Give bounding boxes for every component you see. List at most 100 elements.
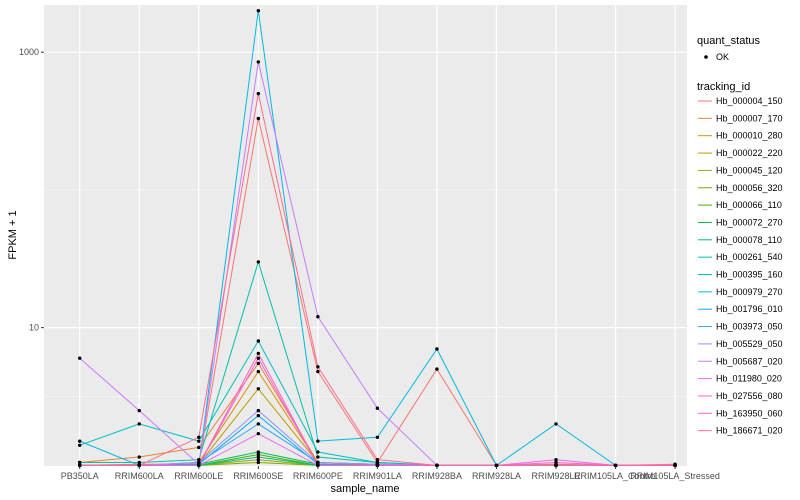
series-legend-label: Hb_000979_270 — [716, 287, 783, 297]
data-point — [78, 460, 82, 465]
data-point — [375, 457, 380, 462]
data-point — [256, 351, 261, 356]
data-point — [554, 460, 558, 465]
data-point — [197, 457, 201, 462]
data-point — [316, 369, 320, 374]
major-grid — [44, 5, 687, 466]
data-point — [435, 367, 439, 371]
legend: quant_status OK tracking_id Hb_000004_15… — [697, 35, 783, 436]
series-legend-label: Hb_027556_080 — [716, 391, 783, 401]
data-point — [256, 116, 261, 121]
series-legend-label: Hb_005687_020 — [716, 356, 783, 366]
x-tick-label: RRIM105LA_Stressed — [630, 471, 720, 481]
x-tick-label: RRIM600LA — [115, 471, 164, 481]
series-legend-label: Hb_001796_010 — [716, 304, 783, 314]
quant-legend-title: quant_status — [697, 35, 760, 47]
series-legend-label: Hb_000045_120 — [716, 165, 783, 175]
data-point — [256, 455, 261, 459]
x-tick-label: RRIM928BA — [412, 471, 462, 481]
data-point — [316, 460, 320, 465]
y-tick-label: 1000 — [19, 47, 39, 57]
data-point — [78, 439, 82, 443]
data-point — [137, 455, 141, 459]
x-tick-label: RRIM600LE — [174, 471, 223, 481]
series-legend-label: Hb_186671_020 — [716, 426, 783, 436]
data-point — [613, 463, 618, 468]
series-legend-label: Hb_000022_220 — [716, 148, 783, 158]
x-tick-label: RRIM600SE — [233, 471, 283, 481]
data-point — [256, 413, 261, 418]
x-axis: PB350LA RRIM600LA RRIM600LE RRIM600SE RRIM60… — [61, 466, 720, 481]
series-legend-label: Hb_005529_050 — [716, 339, 783, 349]
data-point — [256, 361, 261, 366]
data-point — [256, 369, 261, 374]
series-legend-label: Hb_163950_060 — [716, 408, 783, 418]
data-point — [197, 445, 201, 450]
data-point — [256, 431, 261, 436]
data-point — [256, 91, 261, 96]
data-point — [554, 422, 558, 426]
data-point — [256, 452, 261, 457]
data-point — [554, 457, 558, 462]
series-legend-label: Hb_000072_270 — [716, 217, 783, 227]
data-point — [78, 356, 82, 360]
data-point — [256, 9, 261, 13]
data-point — [316, 365, 320, 369]
data-point — [375, 463, 380, 468]
data-point — [316, 439, 320, 443]
data-point — [554, 463, 558, 468]
y-tick-label: 10 — [29, 323, 39, 333]
data-point — [256, 356, 261, 360]
y-axis: 10 1000 — [19, 47, 44, 333]
data-point — [316, 463, 320, 468]
series-legend-label: Hb_011980_020 — [716, 374, 782, 384]
series-legend-label: Hb_000395_160 — [716, 270, 783, 280]
series-legend-label: Hb_000066_110 — [716, 200, 782, 210]
data-point — [137, 460, 141, 465]
series-legend-label: Hb_000004_150 — [716, 96, 783, 106]
data-point — [316, 315, 320, 319]
data-point — [197, 435, 201, 439]
data-point — [78, 463, 82, 468]
data-point — [256, 422, 261, 426]
data-point — [256, 457, 261, 462]
series-legend-label: Hb_000261_540 — [716, 252, 783, 262]
data-point — [316, 450, 320, 454]
data-point — [78, 443, 82, 447]
data-point — [256, 450, 261, 454]
data-point — [435, 347, 439, 351]
series-legend-label: Hb_000007_170 — [716, 113, 783, 123]
data-point — [256, 460, 261, 465]
data-point — [375, 406, 380, 410]
data-point — [137, 408, 141, 413]
y-axis-title: FPKM + 1 — [7, 210, 19, 259]
series-legend-title: tracking_id — [697, 81, 750, 93]
data-point — [137, 422, 141, 426]
x-tick-label: RRIM928LE — [532, 471, 581, 481]
data-point — [256, 260, 261, 264]
data-point — [375, 435, 380, 439]
data-point — [256, 408, 261, 413]
x-axis-title: sample_name — [330, 483, 399, 495]
data-point — [256, 339, 261, 343]
x-tick-label: RRIM600PE — [293, 471, 343, 481]
x-tick-label: RRIM901LA — [353, 471, 402, 481]
data-point — [197, 439, 201, 443]
data-point — [137, 463, 141, 468]
series-legend-label: Hb_000078_110 — [716, 235, 782, 245]
x-tick-label: RRIM928LA — [472, 471, 521, 481]
quant-legend-label: OK — [716, 52, 729, 62]
minor-grid — [44, 189, 687, 397]
series-legend-label: Hb_003973_050 — [716, 322, 783, 332]
series-legend-label: Hb_000056_320 — [716, 183, 783, 193]
data-point — [256, 387, 261, 391]
x-tick-label: RRIM105LA_Control — [574, 471, 657, 481]
data-points — [78, 9, 677, 468]
data-point — [435, 463, 439, 468]
x-tick-label: PB350LA — [61, 471, 99, 481]
data-point — [494, 463, 499, 468]
data-point — [256, 60, 261, 64]
quant-legend-key — [704, 55, 708, 59]
data-point — [673, 462, 677, 466]
